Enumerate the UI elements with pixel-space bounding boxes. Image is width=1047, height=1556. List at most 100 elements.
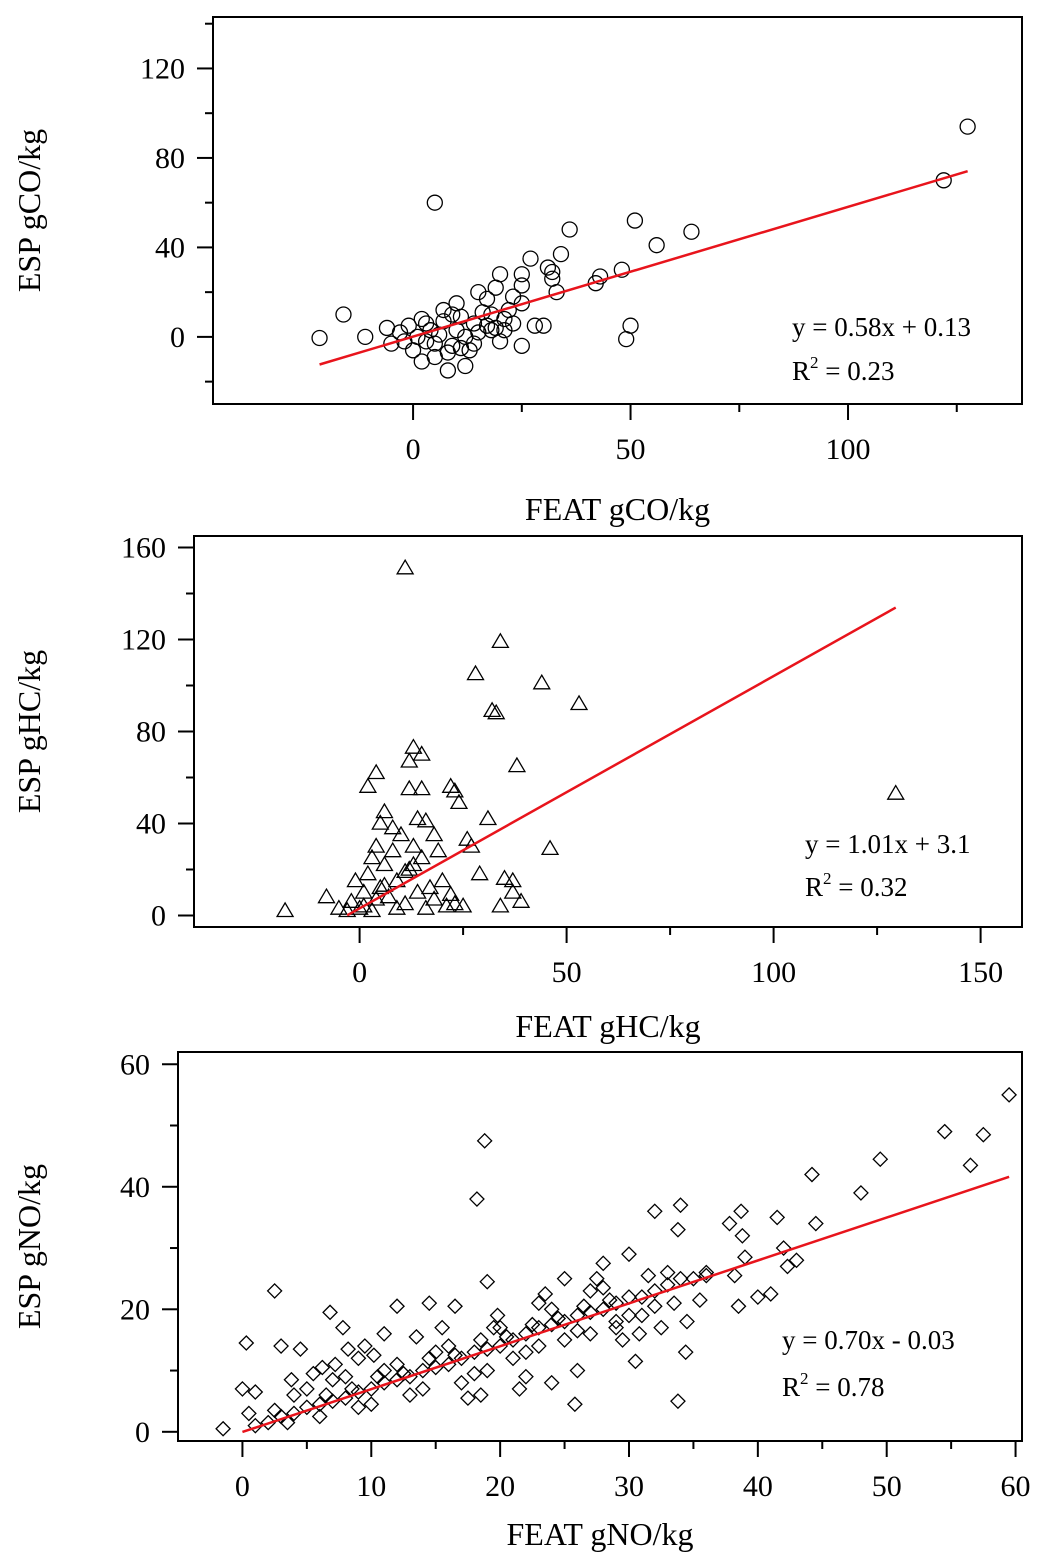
data-point xyxy=(485,1319,502,1336)
data-point xyxy=(788,1252,805,1269)
data-point xyxy=(691,1292,708,1309)
data-point xyxy=(1001,1086,1018,1103)
data-point xyxy=(613,261,630,278)
data-point xyxy=(350,1350,367,1367)
data-point xyxy=(400,860,419,876)
data-point xyxy=(286,1405,302,1422)
data-point xyxy=(532,673,551,690)
data-point xyxy=(517,1368,534,1385)
data-point xyxy=(444,306,461,323)
data-point xyxy=(383,818,402,835)
data-point xyxy=(260,1414,277,1431)
data-point xyxy=(311,1396,328,1413)
data-point xyxy=(507,756,527,773)
data-point xyxy=(482,701,502,718)
data-point xyxy=(491,897,510,913)
data-point xyxy=(513,266,530,283)
data-point xyxy=(556,1313,573,1330)
data-point xyxy=(324,1371,341,1388)
x-tick-label: 0 xyxy=(352,956,367,989)
data-point xyxy=(474,304,491,321)
data-point xyxy=(247,1384,264,1400)
data-point xyxy=(595,1279,612,1296)
data-point xyxy=(633,1289,650,1305)
data-point xyxy=(375,802,394,819)
data-point xyxy=(417,315,435,332)
data-point xyxy=(365,1347,382,1364)
data-point xyxy=(311,329,328,347)
data-point xyxy=(804,1166,820,1183)
data-point xyxy=(273,1338,290,1354)
data-point xyxy=(367,837,386,853)
data-point xyxy=(569,694,589,711)
data-point xyxy=(445,782,464,798)
data-point xyxy=(569,1307,586,1324)
data-point xyxy=(346,871,365,888)
data-point xyxy=(362,901,382,918)
data-point xyxy=(412,745,431,761)
data-point xyxy=(588,1270,605,1287)
data-point xyxy=(383,335,400,352)
co-plot-frame xyxy=(212,16,1023,405)
data-point xyxy=(324,1393,341,1410)
data-point xyxy=(537,1286,554,1302)
hc-plot-frame xyxy=(193,535,1023,928)
data-point xyxy=(853,1184,869,1201)
data-point xyxy=(779,1258,796,1275)
data-point xyxy=(376,1325,393,1342)
data-point xyxy=(552,245,570,263)
y-tick-label: 20 xyxy=(120,1293,150,1326)
data-point xyxy=(433,871,452,888)
data-point xyxy=(505,1332,521,1348)
data-point xyxy=(357,328,374,346)
data-point xyxy=(452,308,470,325)
co-y-axis-label: ESP gCO/kg xyxy=(11,129,47,292)
data-point xyxy=(685,1270,702,1287)
data-point xyxy=(524,1316,541,1333)
data-point xyxy=(342,892,361,908)
data-point xyxy=(416,811,435,828)
data-point xyxy=(483,322,500,339)
no-y-axis-label: ESP gNO/kg xyxy=(11,1164,47,1329)
data-point xyxy=(734,1227,751,1244)
data-point xyxy=(631,1325,648,1342)
data-point xyxy=(215,1420,232,1437)
data-point xyxy=(379,887,398,904)
hc-equation-label: y = 1.01x + 3.1 xyxy=(805,829,970,859)
data-point xyxy=(375,876,394,892)
data-point xyxy=(561,221,578,238)
data-point xyxy=(340,1341,357,1358)
data-point xyxy=(726,1267,743,1284)
data-point xyxy=(437,897,456,913)
hc-scatter-panel: 0 50 100 150 0 40 80 120 160 FEAT gHC/kg ESP gHC/k… xyxy=(11,532,1023,1044)
data-point xyxy=(389,1298,405,1315)
y-tick-label: 60 xyxy=(120,1048,150,1081)
co-equation-label: y = 0.58x + 0.13 xyxy=(792,312,971,342)
data-point xyxy=(479,1273,496,1290)
data-point xyxy=(376,1374,393,1391)
x-tick-label: 40 xyxy=(743,1470,773,1503)
data-point xyxy=(460,1390,476,1407)
data-point xyxy=(543,1301,560,1318)
data-point xyxy=(936,1123,953,1140)
y-tick-label: 40 xyxy=(136,808,166,841)
no-regression-line xyxy=(242,1175,1010,1434)
x-tick-label: 100 xyxy=(826,433,871,466)
data-point xyxy=(556,1270,573,1287)
data-point xyxy=(550,1310,567,1327)
data-point xyxy=(591,268,609,285)
data-point xyxy=(666,1295,683,1312)
data-point xyxy=(453,1374,470,1391)
data-point xyxy=(769,1209,786,1226)
data-point xyxy=(595,1255,612,1272)
no-plot-frame xyxy=(177,1051,1023,1442)
data-point xyxy=(317,887,336,904)
data-point xyxy=(440,1338,457,1354)
co-scatter-panel: 0 50 100 0 40 80 120 FEAT gCO/kg ESP gCO/kg y = 0… xyxy=(11,16,1023,527)
data-point xyxy=(626,212,644,229)
data-point xyxy=(608,1295,625,1312)
y-tick-label: 0 xyxy=(151,900,166,933)
data-point xyxy=(556,1332,573,1348)
data-point xyxy=(453,897,473,913)
data-point xyxy=(367,763,386,780)
